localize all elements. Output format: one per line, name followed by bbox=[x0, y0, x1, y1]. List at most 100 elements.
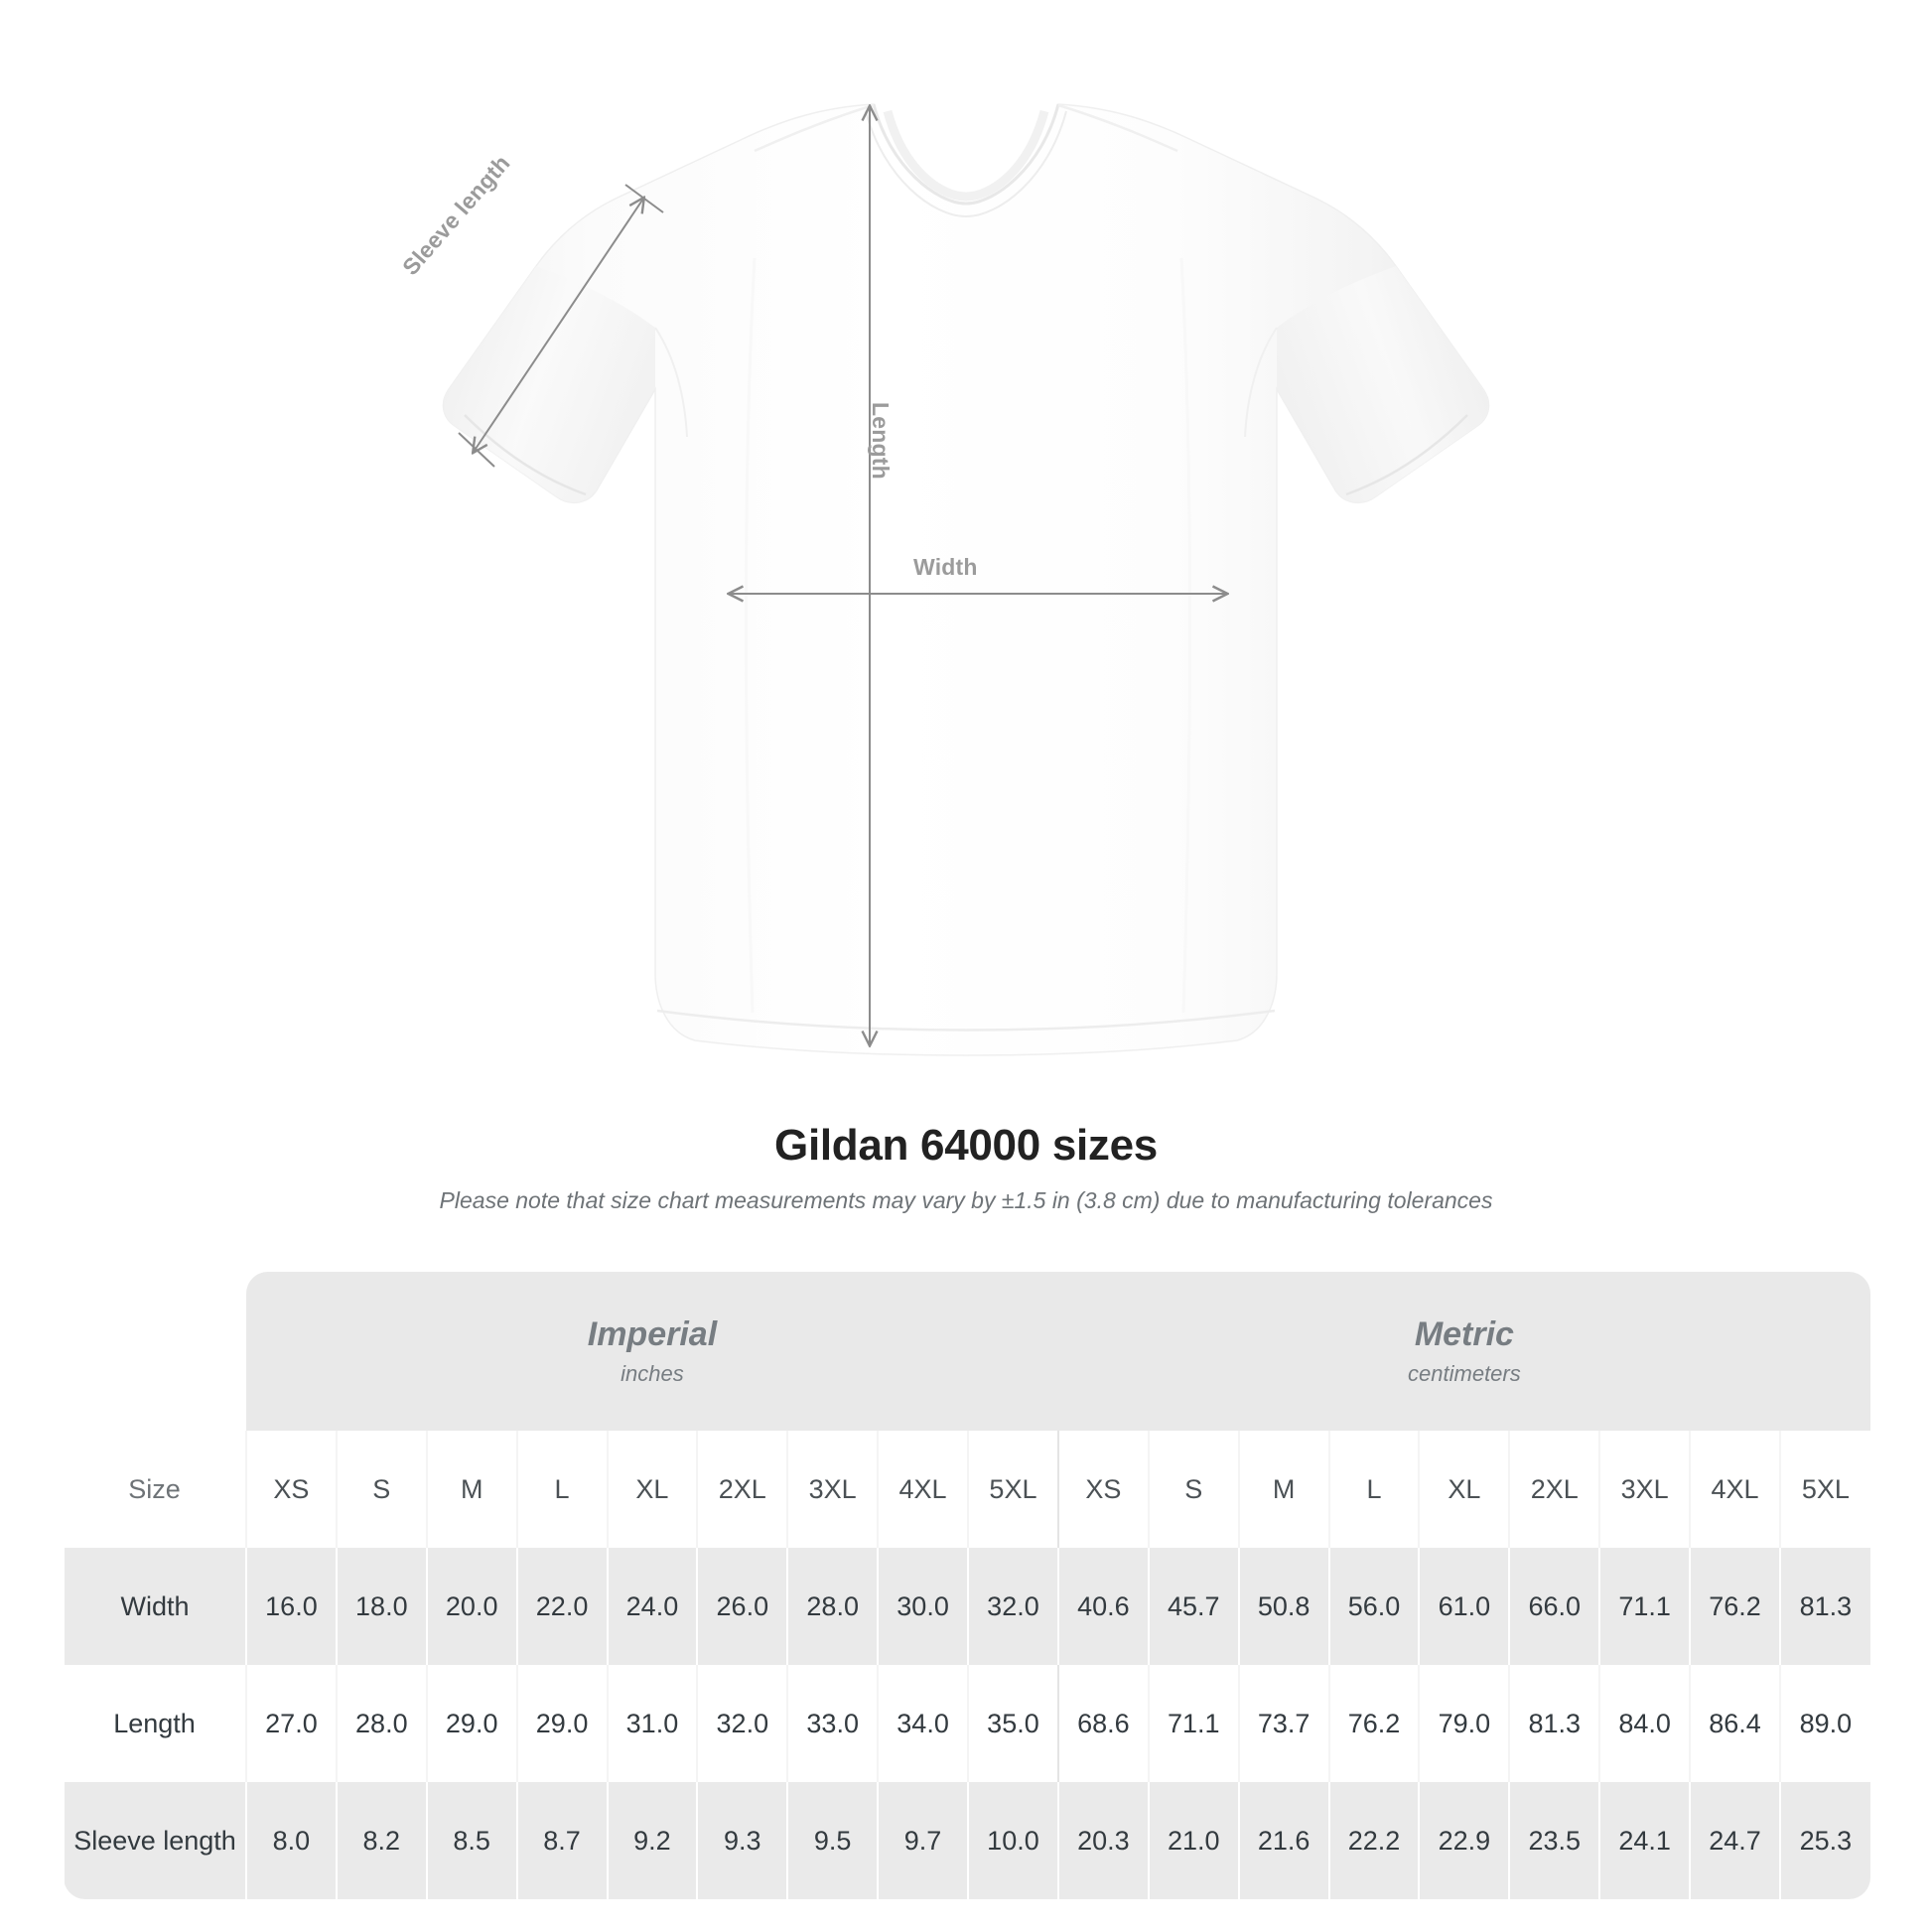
sleeve-length-arrow bbox=[474, 199, 643, 452]
cell-width-xl-imperial: 24.0 bbox=[606, 1548, 698, 1665]
cell-width-l-imperial: 22.0 bbox=[515, 1548, 608, 1665]
size-header-s-imperial: S bbox=[335, 1431, 427, 1548]
size-chart-table-wrapper: Imperial inches Metric centimeters Size XS S M L… bbox=[63, 1272, 1870, 1899]
size-header-m-metric: M bbox=[1237, 1431, 1329, 1548]
size-header-2xl-metric: 2XL bbox=[1508, 1431, 1600, 1548]
cell-sleeve-length-xl-imperial: 9.2 bbox=[606, 1782, 698, 1899]
cell-width-5xl-imperial: 32.0 bbox=[967, 1548, 1058, 1665]
row-label-length: Length bbox=[64, 1665, 246, 1782]
cell-sleeve-length-5xl-imperial: 10.0 bbox=[967, 1782, 1058, 1899]
banner-spacer bbox=[64, 1272, 246, 1431]
units-banner-imperial: Imperial inches bbox=[246, 1272, 1058, 1431]
cell-sleeve-length-4xl-metric: 24.7 bbox=[1689, 1782, 1780, 1899]
size-header-3xl-imperial: 3XL bbox=[786, 1431, 879, 1548]
cell-width-s-imperial: 18.0 bbox=[335, 1548, 427, 1665]
size-header-xs-imperial: XS bbox=[245, 1431, 337, 1548]
unit-system-subtitle: centimeters bbox=[1408, 1361, 1521, 1387]
size-header-xs-metric: XS bbox=[1056, 1431, 1149, 1548]
cell-sleeve-length-5xl-metric: 25.3 bbox=[1778, 1782, 1870, 1899]
title-block: Gildan 64000 sizes Please note that size… bbox=[0, 1120, 1932, 1216]
cell-width-3xl-metric: 71.1 bbox=[1598, 1548, 1691, 1665]
cell-width-xs-imperial: 16.0 bbox=[245, 1548, 337, 1665]
cell-width-xl-metric: 61.0 bbox=[1418, 1548, 1510, 1665]
size-header-5xl-metric: 5XL bbox=[1778, 1431, 1870, 1548]
cell-sleeve-length-xs-imperial: 8.0 bbox=[245, 1782, 337, 1899]
cell-sleeve-length-m-metric: 21.6 bbox=[1237, 1782, 1329, 1899]
unit-system-subtitle: inches bbox=[621, 1361, 684, 1387]
size-header-m-imperial: M bbox=[425, 1431, 517, 1548]
cell-sleeve-length-s-metric: 21.0 bbox=[1147, 1782, 1239, 1899]
size-header-xl-metric: XL bbox=[1418, 1431, 1510, 1548]
cell-length-2xl-metric: 81.3 bbox=[1508, 1665, 1600, 1782]
cell-sleeve-length-2xl-metric: 23.5 bbox=[1508, 1782, 1600, 1899]
cell-length-4xl-imperial: 34.0 bbox=[877, 1665, 968, 1782]
cell-width-xs-metric: 40.6 bbox=[1056, 1548, 1149, 1665]
measurement-guides bbox=[458, 107, 1226, 1044]
length-label: Length bbox=[868, 402, 894, 480]
tolerance-note: Please note that size chart measurements… bbox=[439, 1186, 1493, 1213]
cell-width-3xl-imperial: 28.0 bbox=[786, 1548, 879, 1665]
cell-length-m-metric: 73.7 bbox=[1237, 1665, 1329, 1782]
cell-length-s-imperial: 28.0 bbox=[335, 1665, 427, 1782]
cell-length-xl-metric: 79.0 bbox=[1418, 1665, 1510, 1782]
sleeve-tick-bottom bbox=[458, 432, 495, 468]
size-chart-table: Imperial inches Metric centimeters Size XS S M L… bbox=[63, 1272, 1870, 1899]
row-label-width: Width bbox=[63, 1548, 246, 1665]
cell-sleeve-length-xl-metric: 22.9 bbox=[1418, 1782, 1510, 1899]
size-header-l-imperial: L bbox=[515, 1431, 608, 1548]
size-header-row: Size XS S M L XL 2XL 3XL 4XL 5XL XS S M L XL 2XL 3XL 4XL 5… bbox=[64, 1431, 1870, 1548]
row-label-sleeve-length: Sleeve length bbox=[63, 1782, 246, 1899]
cell-width-2xl-imperial: 26.0 bbox=[696, 1548, 788, 1665]
size-header-xl-imperial: XL bbox=[606, 1431, 698, 1548]
cell-width-m-imperial: 20.0 bbox=[425, 1548, 517, 1665]
tshirt-illustration bbox=[442, 103, 1490, 1056]
row-label-header: Size bbox=[64, 1431, 246, 1548]
tshirt-svg bbox=[442, 103, 1490, 1056]
table-row: Length 27.0 28.0 29.0 29.0 31.0 32.0 33.0 34.0 35… bbox=[64, 1665, 1870, 1782]
cell-length-xs-metric: 68.6 bbox=[1056, 1665, 1149, 1782]
cell-length-s-metric: 71.1 bbox=[1147, 1665, 1239, 1782]
cell-length-3xl-metric: 84.0 bbox=[1598, 1665, 1691, 1782]
width-label: Width bbox=[913, 554, 978, 580]
cell-length-3xl-imperial: 33.0 bbox=[786, 1665, 879, 1782]
size-header-2xl-imperial: 2XL bbox=[696, 1431, 788, 1548]
cell-length-m-imperial: 29.0 bbox=[425, 1665, 517, 1782]
cell-width-4xl-metric: 76.2 bbox=[1689, 1548, 1780, 1665]
cell-length-l-metric: 76.2 bbox=[1327, 1665, 1420, 1782]
cell-width-4xl-imperial: 30.0 bbox=[877, 1548, 968, 1665]
tshirt-diagram: Sleeve length Length Width bbox=[397, 103, 1490, 1056]
table-row: Width 16.0 18.0 20.0 22.0 24.0 26.0 28.0 30.0 32.… bbox=[63, 1548, 1870, 1665]
cell-sleeve-length-3xl-imperial: 9.5 bbox=[786, 1782, 879, 1899]
cell-sleeve-length-3xl-metric: 24.1 bbox=[1598, 1782, 1691, 1899]
units-banner-row: Imperial inches Metric centimeters bbox=[64, 1272, 1870, 1431]
size-header-s-metric: S bbox=[1147, 1431, 1239, 1548]
cell-width-2xl-metric: 66.0 bbox=[1508, 1548, 1600, 1665]
cell-sleeve-length-xs-metric: 20.3 bbox=[1056, 1782, 1149, 1899]
size-header-3xl-metric: 3XL bbox=[1598, 1431, 1691, 1548]
cell-width-l-metric: 56.0 bbox=[1327, 1548, 1420, 1665]
cell-sleeve-length-l-metric: 22.2 bbox=[1327, 1782, 1420, 1899]
size-header-4xl-imperial: 4XL bbox=[877, 1431, 968, 1548]
cell-length-4xl-metric: 86.4 bbox=[1689, 1665, 1780, 1782]
size-header-l-metric: L bbox=[1327, 1431, 1420, 1548]
table-row: Sleeve length 8.0 8.2 8.5 8.7 9.2 9.3 9.5 9.7 10.… bbox=[63, 1782, 1870, 1899]
cell-sleeve-length-l-imperial: 8.7 bbox=[515, 1782, 608, 1899]
cell-length-xl-imperial: 31.0 bbox=[606, 1665, 698, 1782]
size-header-4xl-metric: 4XL bbox=[1689, 1431, 1780, 1548]
cell-length-l-imperial: 29.0 bbox=[515, 1665, 608, 1782]
page-title: Gildan 64000 sizes bbox=[774, 1121, 1158, 1170]
cell-sleeve-length-m-imperial: 8.5 bbox=[425, 1782, 517, 1899]
cell-sleeve-length-4xl-imperial: 9.7 bbox=[877, 1782, 968, 1899]
cell-length-5xl-imperial: 35.0 bbox=[967, 1665, 1058, 1782]
cell-width-m-metric: 50.8 bbox=[1237, 1548, 1329, 1665]
cell-length-5xl-metric: 89.0 bbox=[1778, 1665, 1870, 1782]
cell-sleeve-length-2xl-imperial: 9.3 bbox=[696, 1782, 788, 1899]
units-banner-metric: Metric centimeters bbox=[1057, 1272, 1870, 1431]
cell-sleeve-length-s-imperial: 8.2 bbox=[335, 1782, 427, 1899]
sleeve-tick-top bbox=[624, 184, 664, 213]
unit-system-name: Imperial bbox=[587, 1314, 718, 1353]
cell-width-s-metric: 45.7 bbox=[1147, 1548, 1239, 1665]
cell-width-5xl-metric: 81.3 bbox=[1778, 1548, 1870, 1665]
unit-system-name: Metric bbox=[1414, 1314, 1514, 1353]
cell-length-xs-imperial: 27.0 bbox=[245, 1665, 337, 1782]
